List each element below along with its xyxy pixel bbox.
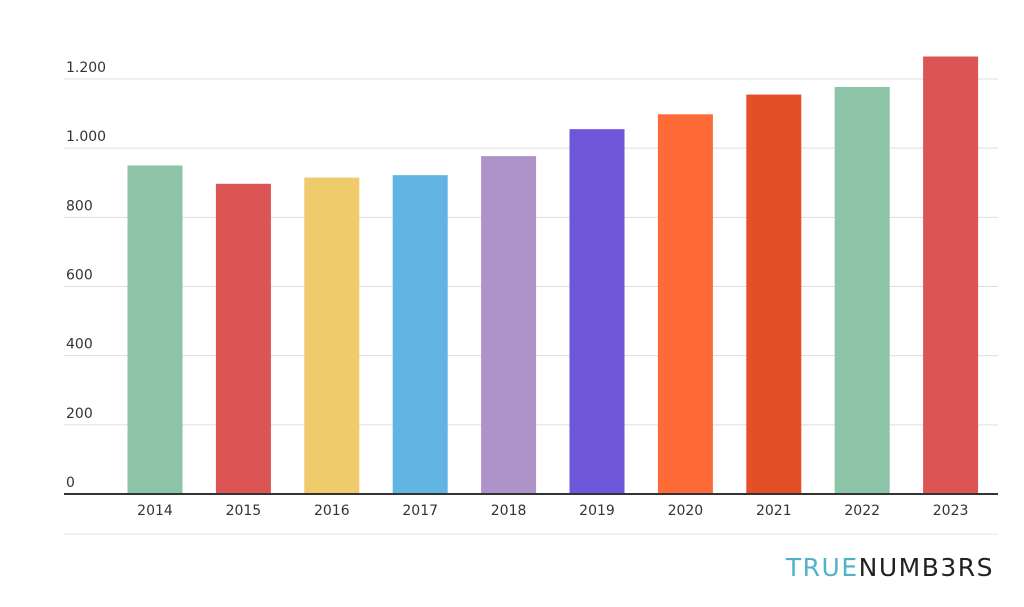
y-tick-label: 600 (66, 268, 93, 284)
x-tick-label: 2015 (226, 503, 262, 519)
bar (392, 175, 448, 494)
bar (923, 56, 979, 494)
brand-logo: TRUENUMB3RS (786, 553, 994, 582)
brand-logo-part2: NUMB3RS (858, 553, 994, 582)
x-axis-tick-labels: 2014 2015 2016 2017 2018 2019 2020 2021 2022 2023 (137, 503, 968, 519)
x-tick-label: 2018 (491, 503, 527, 519)
x-tick-label: 2021 (756, 503, 792, 519)
bar (746, 94, 802, 494)
bar (481, 156, 537, 494)
x-tick-label: 2016 (314, 503, 350, 519)
x-tick-label: 2022 (844, 503, 880, 519)
y-tick-label: 400 (66, 337, 93, 353)
y-tick-label: 800 (66, 198, 93, 214)
y-tick-label: 200 (66, 406, 93, 422)
bar (569, 129, 625, 495)
x-tick-label: 2023 (933, 503, 969, 519)
y-tick-label: 1.000 (66, 129, 106, 145)
x-tick-label: 2019 (579, 503, 615, 519)
bars (127, 56, 979, 495)
x-tick-label: 2020 (668, 503, 704, 519)
x-tick-label: 2017 (402, 503, 438, 519)
bar (304, 177, 360, 494)
bar (127, 165, 183, 495)
y-axis-tick-labels: 0 200 400 600 800 1.000 1.200 (66, 60, 106, 491)
y-tick-label: 1.200 (66, 60, 106, 76)
bar (834, 86, 890, 495)
brand-logo-part1: TRUE (785, 553, 859, 582)
y-tick-label: 0 (66, 475, 75, 491)
bar (657, 114, 713, 495)
bar (215, 183, 271, 494)
x-tick-label: 2014 (137, 503, 173, 519)
